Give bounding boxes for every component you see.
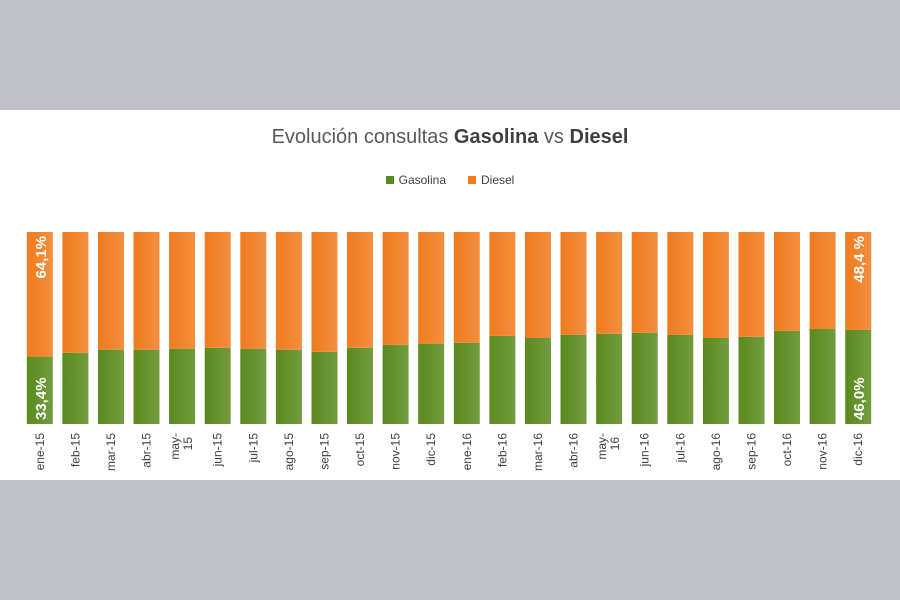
bar-diesel-may-16 — [596, 232, 623, 334]
bar-gasolina-sep-15 — [311, 351, 338, 424]
bar-diesel-ene-15 — [26, 232, 53, 357]
legend-item-diesel: Diesel — [468, 173, 514, 187]
bar-gasolina-mar-15 — [98, 349, 124, 424]
bar-gasolina-abr-16 — [560, 334, 587, 424]
bar-diesel-ago-15 — [275, 232, 302, 350]
x-tick-label-feb-16: feb-16 — [495, 433, 509, 467]
bar-gasolina-jul-16 — [667, 334, 694, 424]
bar-diesel-nov-16 — [809, 232, 836, 329]
data-label-diesel-ene-15: 64,1% — [33, 236, 50, 279]
bar-gasolina-dic-16 — [845, 329, 872, 424]
bar-gasolina-ene-15 — [26, 356, 53, 424]
bar-gasolina-oct-16 — [774, 330, 800, 424]
x-tick-label-nov-15: nov-15 — [389, 433, 403, 470]
bar-diesel-mar-16 — [525, 232, 551, 338]
x-tick-label-ago-15: ago-15 — [282, 433, 296, 471]
bar-diesel-abr-16 — [560, 232, 587, 335]
data-label-gasolina-dic-16: 46,0% — [851, 377, 868, 420]
chart-title-part: Gasolina — [453, 126, 539, 148]
bar-diesel-ago-16 — [702, 232, 729, 338]
bar-diesel-abr-15 — [133, 232, 160, 350]
data-label-gasolina-ene-15: 33,4% — [33, 377, 50, 420]
bar-diesel-dic-15 — [418, 232, 445, 344]
x-tick-label-abr-16: abr-16 — [567, 433, 581, 468]
x-tick-label-abr-15: abr-15 — [140, 433, 154, 468]
bar-diesel-nov-15 — [382, 232, 409, 345]
bar-gasolina-abr-15 — [133, 349, 160, 424]
x-tick-label-oct-15: oct-15 — [353, 433, 367, 467]
bar-diesel-jun-16 — [631, 232, 658, 333]
x-tick-label-mar-15: mar-15 — [104, 433, 118, 471]
bar-gasolina-ago-15 — [275, 349, 302, 424]
x-tick-label-may-16: may-16 — [595, 433, 622, 460]
bar-diesel-jul-15 — [240, 232, 267, 349]
x-tick-label-sep-16: sep-16 — [745, 433, 759, 470]
bar-gasolina-ago-16 — [702, 338, 729, 424]
bar-gasolina-oct-15 — [347, 347, 373, 424]
bar-gasolina-jul-15 — [240, 348, 267, 424]
legend-swatch — [385, 176, 394, 184]
x-tick-label-may-15: may-15 — [168, 433, 195, 460]
x-tick-label-oct-16: oct-16 — [780, 433, 794, 467]
data-label-diesel-dic-16: 48,4 % — [851, 236, 868, 283]
chart-title: Evolución consultas Gasolina vs Diesel — [0, 126, 900, 149]
x-tick-label-mar-16: mar-16 — [531, 433, 545, 471]
bar-diesel-oct-15 — [347, 232, 373, 348]
x-tick-label-jun-15: jun-15 — [211, 433, 225, 468]
x-tick-label-jun-16: jun-16 — [638, 433, 652, 468]
x-tick-label-jul-15: jul-15 — [246, 433, 260, 464]
legend-swatch — [468, 176, 476, 184]
x-tick-label-sep-15: sep-15 — [318, 433, 332, 470]
x-tick-label-jul-16: jul-16 — [673, 433, 687, 464]
x-tick-label-ene-15: ene-15 — [33, 433, 47, 471]
bar-gasolina-mar-16 — [525, 338, 551, 424]
legend-label: Gasolina — [398, 173, 446, 187]
bar-gasolina-dic-15 — [418, 343, 445, 424]
legend-label: Diesel — [481, 173, 515, 187]
chart-title-part: Evolución consultas — [271, 126, 454, 148]
legend-item-gasolina: Gasolina — [385, 173, 446, 187]
x-tick-label-ene-16: ene-16 — [460, 433, 474, 471]
bar-gasolina-may-15 — [169, 348, 196, 424]
bar-diesel-oct-16 — [774, 232, 800, 331]
bar-gasolina-sep-16 — [738, 336, 765, 424]
chart-title-part: Diesel — [569, 126, 629, 148]
bar-diesel-sep-16 — [738, 232, 765, 337]
x-tick-label-ago-16: ago-16 — [709, 433, 723, 471]
bar-diesel-jul-16 — [667, 232, 694, 335]
bar-gasolina-nov-15 — [382, 344, 409, 424]
bar-diesel-may-15 — [169, 232, 196, 349]
bar-diesel-feb-15 — [62, 232, 89, 353]
x-tick-label-dic-15: dic-15 — [424, 433, 438, 466]
bar-gasolina-feb-16 — [489, 335, 516, 424]
bar-gasolina-jun-16 — [631, 332, 658, 424]
bar-gasolina-nov-16 — [809, 329, 836, 424]
bar-gasolina-feb-15 — [62, 352, 89, 424]
bar-gasolina-ene-16 — [453, 342, 480, 424]
bar-diesel-jun-15 — [204, 232, 231, 348]
chart-legend: Gasolina Diesel — [0, 173, 900, 187]
bar-diesel-dic-16 — [845, 232, 872, 330]
x-tick-label-nov-16: nov-16 — [816, 433, 830, 470]
x-tick-label-feb-15: feb-15 — [68, 433, 82, 467]
chart-title-part: vs — [538, 126, 570, 148]
bar-diesel-sep-15 — [311, 232, 338, 352]
bar-diesel-feb-16 — [489, 232, 516, 336]
x-tick-label-dic-16: dic-16 — [851, 433, 865, 466]
bar-diesel-mar-15 — [98, 232, 124, 350]
bar-diesel-ene-16 — [453, 232, 480, 343]
bar-gasolina-jun-15 — [204, 347, 231, 424]
bar-gasolina-may-16 — [596, 333, 623, 424]
